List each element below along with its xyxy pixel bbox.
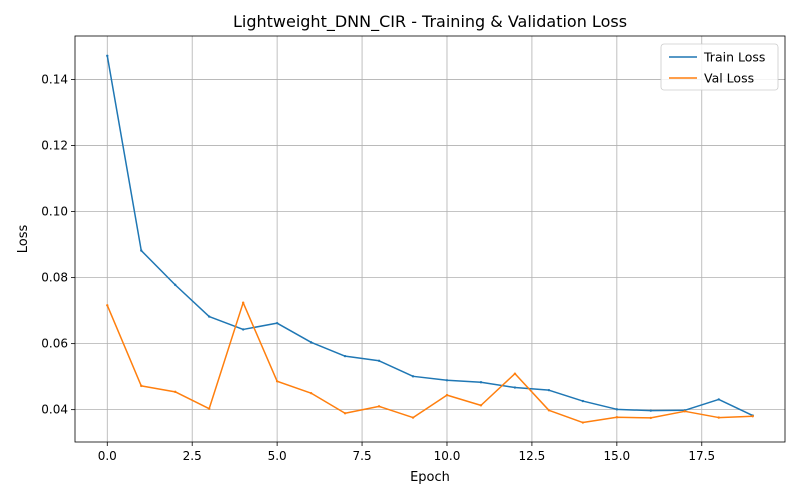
val-loss-point [717, 416, 720, 419]
x-tick-label: 7.5 [353, 449, 372, 463]
x-tick-label: 10.0 [434, 449, 461, 463]
legend-label: Val Loss [704, 71, 754, 86]
x-tick-label: 5.0 [268, 449, 287, 463]
train-loss-point [615, 408, 619, 411]
val-loss-point [683, 410, 686, 413]
val-loss-point [581, 421, 585, 424]
train-loss-point [343, 354, 347, 358]
val-loss-point [275, 380, 279, 383]
train-loss-point [717, 398, 720, 401]
val-loss-point [106, 304, 109, 307]
y-tick-label: 0.08 [41, 271, 68, 285]
y-axis-title: Loss [16, 225, 31, 254]
val-loss-point [140, 384, 143, 388]
x-tick-label: 15.0 [603, 449, 630, 463]
val-loss-point [751, 415, 754, 418]
train-loss-point [207, 315, 211, 318]
train-loss-point [377, 359, 381, 362]
axis-ticks: 0.0 2.5 5.0 7.5 10.0 12.5 15.0 17.5 0.04 0.06 0.08… [41, 73, 715, 463]
x-tick-label: 0.0 [98, 449, 117, 463]
train-loss-point [649, 409, 653, 412]
plot-frame [74, 35, 786, 443]
y-tick-label: 0.04 [41, 403, 68, 417]
train-loss-point [479, 381, 483, 384]
y-tick-label: 0.10 [41, 205, 68, 219]
val-loss-point [343, 412, 347, 415]
legend: Train Loss Val Loss [660, 43, 779, 91]
val-loss-line [106, 301, 753, 424]
train-loss-point [106, 54, 109, 58]
val-loss-point [174, 390, 177, 394]
val-loss-point [649, 416, 653, 420]
series-lines [106, 54, 754, 424]
x-axis-title: Epoch [410, 470, 450, 485]
y-tick-label: 0.14 [41, 73, 68, 87]
train-loss-point [241, 328, 245, 331]
val-loss-point [411, 416, 415, 419]
val-loss-point [207, 407, 211, 410]
val-loss-point [513, 372, 517, 375]
y-tick-label: 0.12 [41, 139, 68, 153]
train-loss-point [445, 379, 449, 382]
val-loss-point [615, 416, 619, 419]
legend-label: Train Loss [703, 50, 765, 65]
x-tick-label: 12.5 [519, 449, 546, 463]
train-loss-point [309, 341, 313, 344]
train-loss-point [581, 399, 585, 403]
val-loss-point [547, 409, 551, 412]
train-loss-point [513, 386, 517, 389]
x-tick-label: 17.5 [688, 449, 715, 463]
grid-lines [75, 36, 785, 442]
val-loss-point [377, 405, 381, 408]
val-loss-point [479, 404, 483, 407]
train-loss-line [106, 55, 754, 417]
y-tick-label: 0.06 [41, 337, 68, 351]
train-loss-point [275, 321, 279, 325]
train-loss-point [411, 375, 415, 378]
val-loss-point [241, 301, 245, 304]
train-loss-point [547, 388, 551, 392]
val-loss-point [445, 393, 449, 397]
val-loss-point [309, 391, 313, 395]
chart-title: Lightweight_DNN_CIR - Training & Validat… [233, 12, 627, 32]
train-loss-point [174, 283, 177, 287]
train-loss-point [140, 249, 143, 252]
x-tick-label: 2.5 [183, 449, 202, 463]
